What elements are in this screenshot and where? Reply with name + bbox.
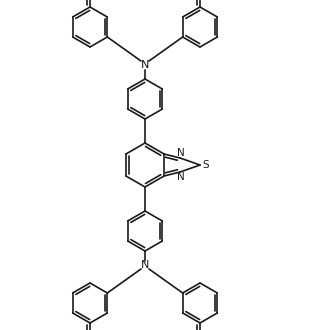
Text: N: N — [141, 260, 149, 270]
Text: N: N — [177, 148, 185, 158]
Text: S: S — [203, 160, 209, 170]
Text: N: N — [141, 60, 149, 70]
Text: N: N — [177, 172, 185, 182]
